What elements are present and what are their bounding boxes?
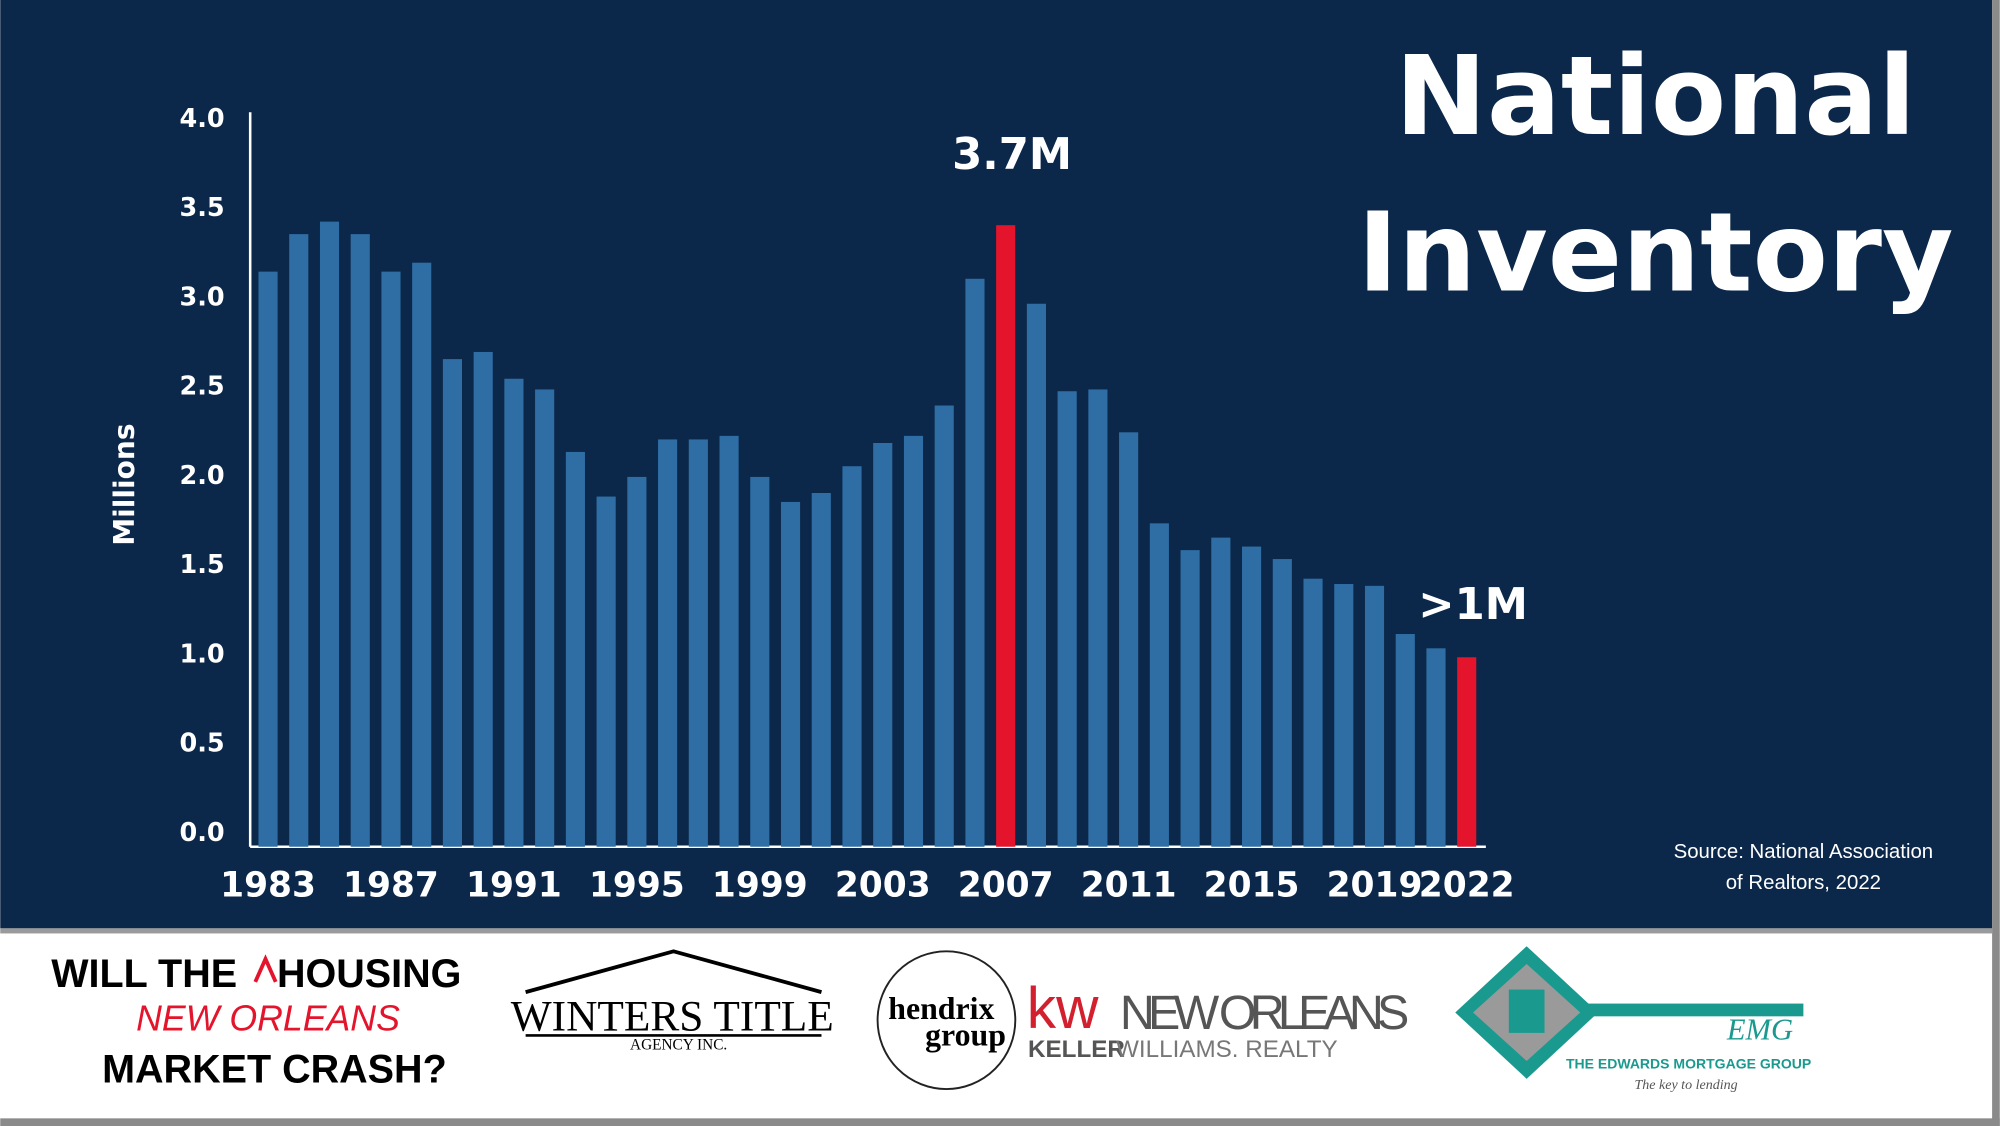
logo-text: The key to lending <box>1634 1078 1737 1093</box>
plot: 0.0 0.5 1.0 1.5 2.0 2.5 3.0 3.5 4.0 1983 1987 1991 1… <box>179 104 1527 906</box>
x-tick-label: 1995 <box>589 865 685 905</box>
x-tick-label: 2019 <box>1327 865 1423 905</box>
y-tick-label: 3.0 <box>179 282 224 312</box>
chart-title: National <box>1395 32 1916 160</box>
x-tick-label: 1991 <box>466 865 562 905</box>
emg-key <box>1581 1003 1804 1017</box>
bar <box>1119 432 1139 847</box>
logo-text: hendrix <box>888 991 994 1026</box>
bar <box>719 435 739 847</box>
edge <box>1992 0 2000 1126</box>
bar <box>1057 391 1077 847</box>
caret <box>253 954 278 983</box>
bar <box>1303 578 1323 847</box>
y-tick-label: 0.0 <box>179 818 224 848</box>
bar <box>504 378 524 847</box>
bar <box>1242 546 1262 847</box>
bar <box>627 476 647 847</box>
x-tick-label: 2007 <box>958 865 1054 905</box>
y-tick-label: 2.0 <box>179 461 224 491</box>
footer: WILL THE HOUSING NEW ORLEANS MARKET CRAS… <box>51 946 1811 1093</box>
y-tick-label: 4.0 <box>179 104 224 134</box>
bar <box>1180 550 1200 847</box>
divider <box>0 928 1993 934</box>
bar <box>903 435 924 847</box>
y-tick-label: 2.5 <box>179 372 224 402</box>
bar <box>289 234 309 847</box>
bar <box>381 271 401 847</box>
logo-text: NEW ORLEANS <box>1120 986 1409 1040</box>
x-tick-label: 1987 <box>343 865 439 905</box>
bar <box>319 221 340 847</box>
emg-door <box>1508 989 1545 1033</box>
bar <box>1088 389 1108 847</box>
bar <box>1364 585 1385 847</box>
source: of Realtors, 2022 <box>1726 872 1881 894</box>
bar <box>658 439 678 847</box>
annotation: >1M <box>1418 580 1528 630</box>
bar <box>1149 523 1169 847</box>
bar <box>965 278 985 847</box>
logo-text: WINTERS TITLE <box>511 992 834 1040</box>
bar <box>1026 303 1046 847</box>
logo-text: WILLIAMS. REALTY <box>1116 1036 1338 1063</box>
bar <box>996 225 1016 847</box>
y-tick-label: 3.5 <box>179 193 224 223</box>
bar <box>1426 648 1446 847</box>
bottom-edge <box>0 1118 2000 1126</box>
x-tick-label: 2015 <box>1204 865 1300 905</box>
footer-text: NEW ORLEANS <box>136 998 400 1038</box>
x-tick-label: 1999 <box>712 865 808 905</box>
chart-title: Inventory <box>1357 189 1953 317</box>
bar <box>1457 657 1477 847</box>
bar <box>473 351 493 847</box>
bar <box>1272 559 1292 847</box>
hendrix-circle <box>876 950 1017 1090</box>
footer-text: HOUSING <box>277 952 461 996</box>
bar <box>412 262 432 847</box>
logo-text: THE EDWARDS MORTGAGE GROUP <box>1566 1056 1811 1072</box>
annotation: 3.7M <box>952 130 1072 180</box>
logo-text: KELLER <box>1028 1036 1125 1063</box>
y-tick-label: 0.5 <box>179 729 224 759</box>
bar <box>350 234 370 847</box>
bar <box>1395 634 1415 847</box>
roof <box>525 949 822 994</box>
x-tick-label: 2011 <box>1081 865 1177 905</box>
bar <box>811 492 831 847</box>
bar <box>565 451 585 847</box>
bar <box>596 496 616 847</box>
logo-text: EMG <box>1726 1012 1793 1046</box>
logo-text: group <box>925 1018 1006 1053</box>
bar <box>535 389 555 847</box>
footer-text: WILL THE <box>51 952 237 996</box>
bar <box>258 271 278 847</box>
bar <box>934 405 954 847</box>
y-tick-label: 1.5 <box>179 550 224 580</box>
y-axis-label: Millions <box>108 423 141 545</box>
logo-text: AGENCY INC. <box>630 1036 727 1053</box>
x-tick-label: 2022 <box>1419 865 1515 905</box>
bar <box>780 501 801 847</box>
bar <box>1334 584 1354 847</box>
x-tick-label: 1983 <box>220 865 316 905</box>
x-tick-label: 2003 <box>835 865 931 905</box>
y-tick-label: 1.0 <box>179 639 224 669</box>
logo-text: kw <box>1027 976 1099 1041</box>
bar <box>750 476 770 847</box>
bar <box>688 439 708 847</box>
bar <box>1211 537 1231 847</box>
bar <box>842 466 862 847</box>
footer-text: MARKET CRASH? <box>102 1048 447 1092</box>
bar <box>873 443 893 847</box>
bar <box>442 359 463 847</box>
source: Source: National Association <box>1674 841 1934 863</box>
